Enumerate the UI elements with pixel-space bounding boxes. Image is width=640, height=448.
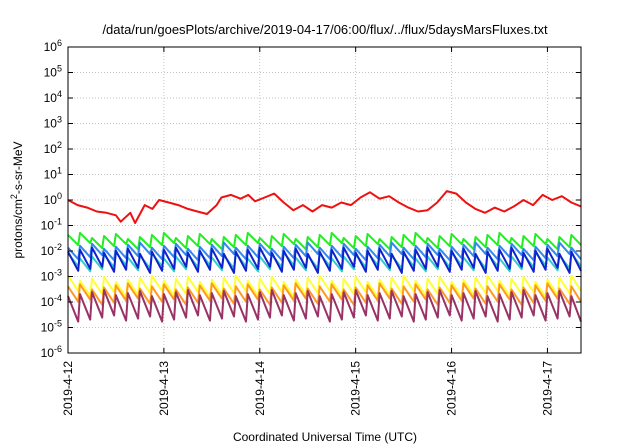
series-line-6 <box>67 274 582 299</box>
x-tick-label: 2019-4-15 <box>349 361 363 416</box>
y-axis-label: protons/cm2-s-sr-MeV <box>9 141 25 258</box>
y-tick-label: 101 <box>44 166 62 182</box>
y-tick-label: 10-1 <box>41 217 62 233</box>
x-tick-label: 2019-4-13 <box>157 361 171 416</box>
series-line-2 <box>67 231 582 251</box>
x-tick-label: 2019-4-14 <box>253 361 267 416</box>
series-line-8 <box>67 289 582 323</box>
series-line-3 <box>67 241 582 262</box>
y-tick-label: 104 <box>44 89 62 105</box>
x-tick-label: 2019-4-12 <box>61 361 75 416</box>
x-tick-label: 2019-4-16 <box>445 361 459 416</box>
y-tick-label: 105 <box>44 64 62 80</box>
y-tick-label: 10-4 <box>41 293 62 309</box>
y-tick-label: 103 <box>44 115 62 131</box>
y-tick-label: 106 <box>44 38 62 54</box>
chart-title: /data/run/goesPlots/archive/2019-04-17/0… <box>102 22 548 37</box>
series-line-1 <box>67 190 582 224</box>
series-line-7 <box>67 282 582 306</box>
plot-frame <box>67 46 582 354</box>
y-tick-label: 102 <box>44 140 62 156</box>
series-line-5 <box>67 246 582 274</box>
x-tick-label: 2019-4-17 <box>540 361 554 416</box>
y-tick-label: 10-5 <box>41 319 62 335</box>
x-tick-labels: 2019-4-12 2019-4-13 2019-4-14 2019-4-15 2019… <box>61 361 554 416</box>
data-series <box>67 190 582 323</box>
y-tick-label: 10-2 <box>41 242 62 258</box>
y-tick-label: 10-3 <box>41 268 62 284</box>
y-tick-label: 10-6 <box>41 344 62 360</box>
y-tick-label: 100 <box>44 191 62 207</box>
x-axis-label: Coordinated Universal Time (UTC) <box>233 430 417 444</box>
y-tick-labels: 10-6 10-5 10-4 10-3 10-2 10-1 100 101 102 103 104 1… <box>41 38 62 360</box>
